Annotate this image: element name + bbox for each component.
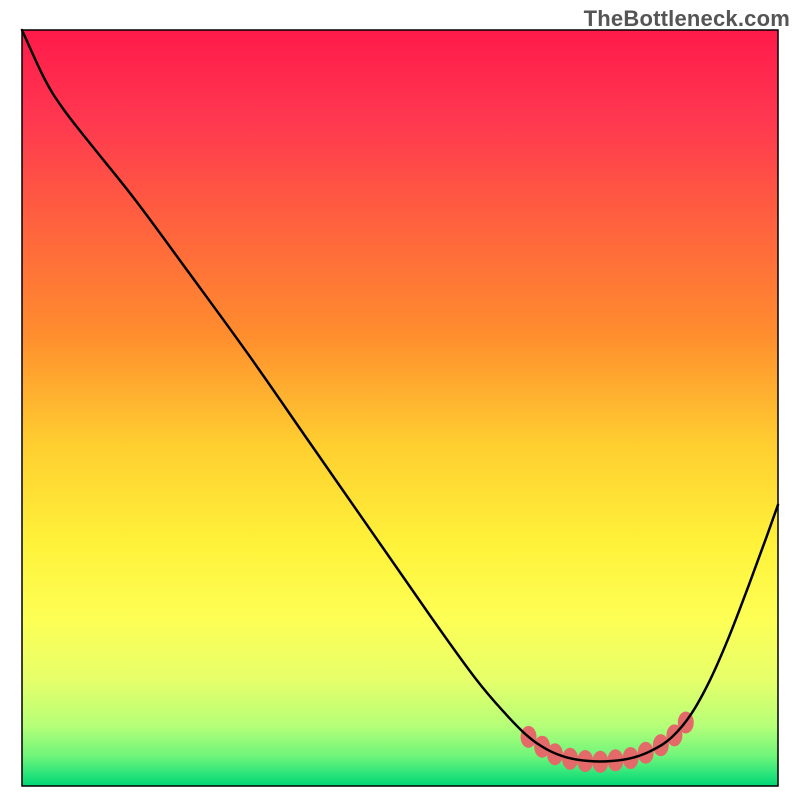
plot-background bbox=[22, 30, 778, 786]
chart-container: TheBottleneck.com bbox=[0, 0, 800, 800]
bottleneck-curve-chart bbox=[0, 0, 800, 800]
watermark-text: TheBottleneck.com bbox=[584, 6, 790, 32]
